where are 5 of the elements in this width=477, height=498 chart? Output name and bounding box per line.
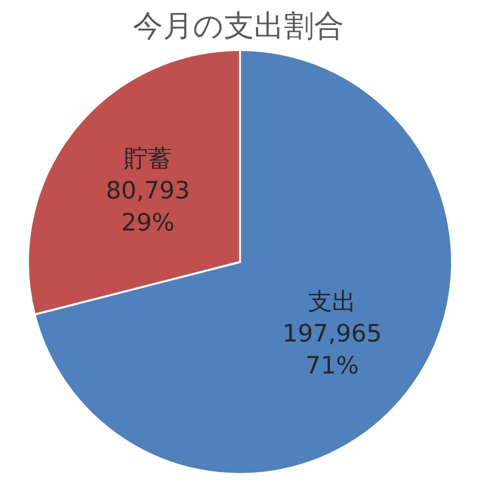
- data-label: 197,965 71%: [282, 320, 382, 380]
- chart-title: 今月の支出割合: [133, 9, 344, 44]
- slice-label: 支出: [308, 288, 356, 316]
- data-label: 80,793 29%: [106, 176, 190, 236]
- slice-label: 貯蓄: [124, 144, 172, 172]
